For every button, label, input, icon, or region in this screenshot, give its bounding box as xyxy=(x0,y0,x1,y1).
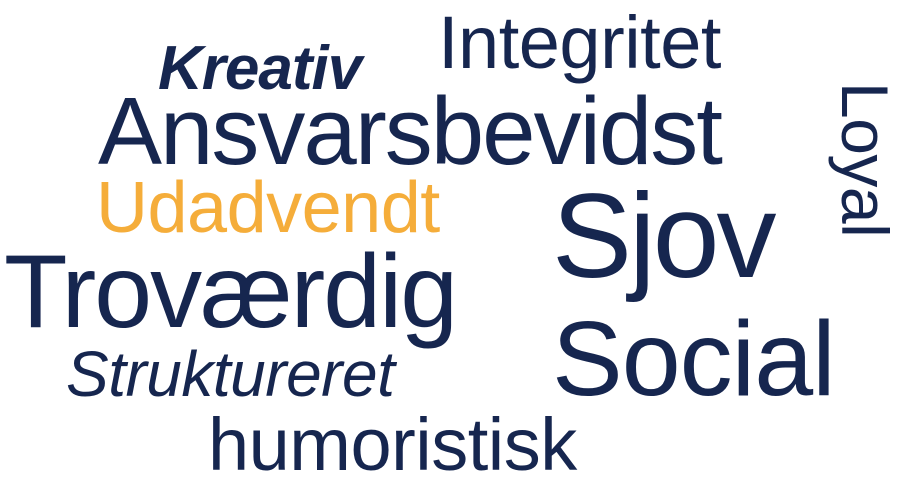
word-ansvarsbevidst: Ansvarsbevidst xyxy=(98,78,723,185)
word-kreativ: Kreativ xyxy=(158,34,362,103)
word-struktureret: Struktureret xyxy=(66,338,395,410)
word-loyal: Loyal xyxy=(828,82,902,238)
word-integritet: Integritet xyxy=(438,1,721,84)
word-udadvendt: Udadvendt xyxy=(96,168,440,248)
word-humoristisk: humoristisk xyxy=(208,403,577,480)
word-trovaerdig: Troværdig xyxy=(4,234,458,350)
word-sjov: Sjov xyxy=(552,169,776,303)
word-social: Social xyxy=(552,300,836,418)
